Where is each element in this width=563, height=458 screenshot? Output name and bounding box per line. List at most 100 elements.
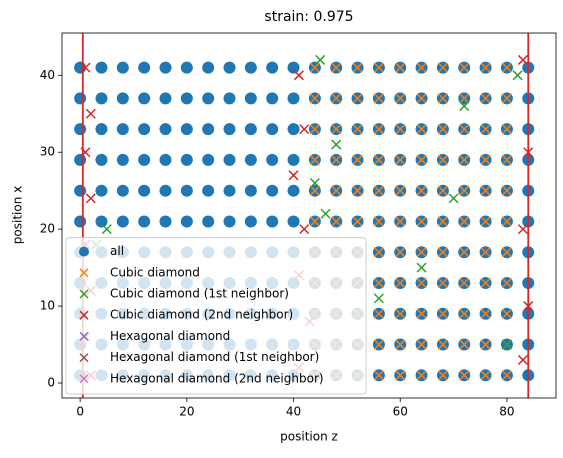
point xyxy=(352,124,363,135)
y-tick-label: 30 xyxy=(40,145,55,159)
legend-label: Cubic diamond xyxy=(110,265,200,279)
point xyxy=(95,184,108,197)
point xyxy=(244,215,257,228)
x-tick-label: 20 xyxy=(179,405,194,419)
point xyxy=(159,153,172,166)
point xyxy=(501,277,512,289)
point xyxy=(202,153,215,166)
point xyxy=(395,339,406,350)
point xyxy=(501,339,512,350)
point xyxy=(480,62,491,73)
point xyxy=(517,224,528,235)
point xyxy=(202,92,215,105)
point xyxy=(416,247,427,258)
point xyxy=(480,277,491,289)
point xyxy=(299,124,310,135)
point xyxy=(459,247,470,258)
point xyxy=(159,92,172,105)
point xyxy=(74,153,87,166)
point xyxy=(501,62,512,73)
point xyxy=(159,184,172,197)
point xyxy=(266,92,279,105)
point xyxy=(266,61,279,74)
point xyxy=(223,153,236,166)
point xyxy=(180,92,193,105)
point xyxy=(459,370,470,381)
point xyxy=(266,184,279,197)
point xyxy=(480,124,491,135)
point xyxy=(352,154,363,165)
point xyxy=(299,224,310,235)
legend-label: Hexagonal diamond (2nd neighbor) xyxy=(110,371,324,385)
point xyxy=(395,370,406,381)
point xyxy=(517,354,528,365)
point xyxy=(480,216,491,227)
point xyxy=(501,247,512,258)
point xyxy=(459,101,470,112)
point xyxy=(459,277,470,289)
point xyxy=(416,277,427,289)
point xyxy=(159,61,172,74)
point xyxy=(266,215,279,228)
y-tick-label: 10 xyxy=(40,299,55,313)
point xyxy=(202,215,215,228)
legend-label: Cubic diamond (1st neighbor) xyxy=(110,287,289,301)
point xyxy=(373,308,384,319)
point xyxy=(116,215,129,228)
point xyxy=(244,92,257,105)
point xyxy=(437,154,448,165)
point xyxy=(416,185,427,196)
point xyxy=(395,124,406,135)
point xyxy=(138,61,151,74)
point xyxy=(459,154,470,165)
point xyxy=(138,123,151,136)
point xyxy=(416,262,427,273)
point xyxy=(395,185,406,196)
point xyxy=(437,62,448,73)
point xyxy=(437,277,448,289)
point xyxy=(501,308,512,319)
point xyxy=(331,154,342,165)
chart-title: strain: 0.975 xyxy=(264,9,353,25)
axes-frame xyxy=(61,32,557,399)
point xyxy=(287,92,300,105)
point xyxy=(138,184,151,197)
point xyxy=(416,62,427,73)
point xyxy=(116,153,129,166)
point xyxy=(459,339,470,350)
point xyxy=(223,184,236,197)
point xyxy=(309,62,320,73)
point xyxy=(244,184,257,197)
point xyxy=(101,224,112,235)
point xyxy=(159,215,172,228)
point xyxy=(74,123,87,136)
point xyxy=(74,92,87,105)
point xyxy=(138,153,151,166)
point xyxy=(202,61,215,74)
point xyxy=(395,216,406,227)
point xyxy=(331,93,342,104)
point xyxy=(180,153,193,166)
point xyxy=(315,54,326,65)
point xyxy=(223,61,236,74)
point xyxy=(293,70,304,81)
point xyxy=(95,153,108,166)
point xyxy=(244,61,257,74)
point xyxy=(373,370,384,381)
point xyxy=(395,277,406,289)
point xyxy=(223,123,236,136)
point xyxy=(373,185,384,196)
point xyxy=(159,123,172,136)
point xyxy=(116,184,129,197)
x-axis-label: position z xyxy=(280,430,338,444)
point xyxy=(287,184,300,197)
point xyxy=(309,154,320,165)
point xyxy=(180,61,193,74)
point xyxy=(501,124,512,135)
point xyxy=(287,123,300,136)
point xyxy=(116,123,129,136)
point xyxy=(373,247,384,258)
point xyxy=(309,185,320,196)
point xyxy=(320,208,331,219)
point xyxy=(437,370,448,381)
